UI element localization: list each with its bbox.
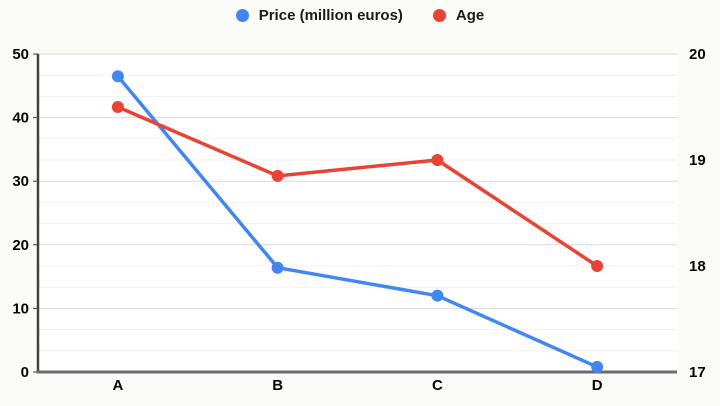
legend-label-age: Age (455, 7, 485, 24)
data-point (431, 154, 444, 166)
right-axis-label: 18 (689, 258, 706, 275)
right-axis-label: 17 (689, 364, 706, 381)
series-line (116, 74, 599, 369)
age-series-dot-icon (432, 9, 446, 22)
price-series-dot-icon (235, 9, 249, 22)
data-point (591, 360, 604, 373)
right-axis-label: 20 (689, 46, 706, 63)
data-point (591, 260, 604, 272)
data-point (271, 169, 284, 182)
left-axis-label: 30 (12, 173, 29, 190)
legend-label-price: Price (million euros) (258, 7, 403, 24)
legend: Price (million euros) Age (0, 7, 720, 24)
left-axis-label: 40 (12, 110, 29, 127)
right-axis-label: 19 (689, 152, 706, 169)
legend-item-price: Price (million euros) (235, 7, 403, 24)
data-point (111, 101, 124, 113)
data-point (271, 261, 284, 274)
legend-item-age: Age (432, 7, 485, 24)
series-line (116, 105, 599, 268)
data-point (431, 289, 444, 302)
category-label: A (112, 377, 123, 394)
data-point (111, 70, 124, 83)
left-axis-label: 0 (21, 364, 29, 381)
category-label: B (272, 377, 283, 394)
left-axis-label: 50 (12, 46, 29, 63)
left-axis-label: 10 (12, 300, 29, 317)
left-axis-label: 20 (12, 237, 29, 254)
plot-area (38, 54, 677, 372)
category-label: D (592, 377, 603, 394)
category-label: C (432, 377, 443, 394)
